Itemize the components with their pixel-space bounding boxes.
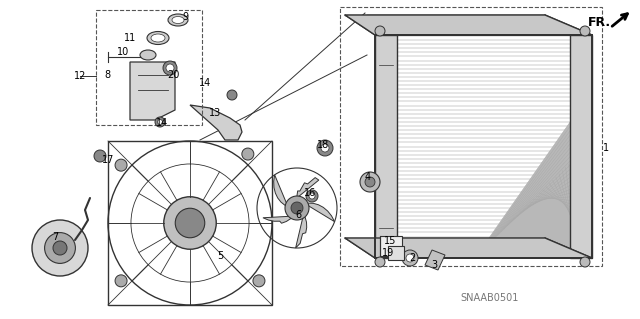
Polygon shape — [274, 175, 289, 210]
Text: 18: 18 — [317, 140, 329, 150]
Text: 8: 8 — [104, 70, 110, 80]
Polygon shape — [345, 15, 592, 35]
Text: 6: 6 — [295, 210, 301, 220]
Text: 14: 14 — [199, 78, 211, 88]
Ellipse shape — [172, 17, 184, 24]
Ellipse shape — [151, 34, 165, 42]
Circle shape — [309, 193, 315, 199]
FancyBboxPatch shape — [375, 35, 397, 258]
Circle shape — [365, 177, 375, 187]
Circle shape — [94, 150, 106, 162]
Circle shape — [375, 26, 385, 36]
Text: 13: 13 — [209, 108, 221, 118]
Text: 10: 10 — [117, 47, 129, 57]
Circle shape — [360, 172, 380, 192]
Polygon shape — [475, 115, 575, 258]
Text: 11: 11 — [124, 33, 136, 43]
Circle shape — [375, 257, 385, 267]
Text: 20: 20 — [167, 70, 179, 80]
Text: 7: 7 — [52, 232, 58, 242]
Circle shape — [32, 220, 88, 276]
Circle shape — [321, 144, 329, 152]
Polygon shape — [425, 250, 445, 270]
Circle shape — [402, 250, 418, 266]
Text: 14: 14 — [156, 118, 168, 128]
Polygon shape — [293, 178, 319, 201]
Text: 1: 1 — [603, 143, 609, 153]
Circle shape — [115, 159, 127, 171]
Polygon shape — [190, 105, 242, 140]
Circle shape — [285, 196, 309, 220]
Circle shape — [580, 26, 590, 36]
Circle shape — [317, 140, 333, 156]
Text: FR.: FR. — [588, 16, 611, 28]
Text: SNAAB0501: SNAAB0501 — [461, 293, 519, 303]
Circle shape — [291, 202, 303, 214]
Polygon shape — [263, 215, 296, 223]
Text: 16: 16 — [304, 188, 316, 198]
Circle shape — [155, 117, 165, 127]
Text: 15: 15 — [384, 236, 396, 246]
Polygon shape — [303, 202, 335, 222]
Circle shape — [580, 257, 590, 267]
Text: 9: 9 — [182, 12, 188, 22]
Circle shape — [164, 197, 216, 249]
Polygon shape — [296, 211, 307, 248]
Circle shape — [175, 208, 205, 238]
Circle shape — [227, 90, 237, 100]
Circle shape — [157, 120, 163, 124]
Polygon shape — [130, 62, 175, 120]
Text: 5: 5 — [217, 251, 223, 261]
Text: 19: 19 — [382, 248, 394, 258]
Text: 12: 12 — [74, 71, 86, 81]
FancyBboxPatch shape — [388, 246, 404, 260]
Text: 4: 4 — [365, 172, 371, 182]
Circle shape — [242, 148, 254, 160]
Circle shape — [53, 241, 67, 255]
Circle shape — [253, 275, 265, 287]
Circle shape — [306, 190, 318, 202]
Polygon shape — [367, 15, 575, 35]
Ellipse shape — [140, 50, 156, 60]
Text: 2: 2 — [409, 253, 415, 263]
Circle shape — [163, 61, 177, 75]
Circle shape — [45, 233, 76, 263]
Text: 3: 3 — [431, 260, 437, 270]
Text: 17: 17 — [102, 155, 114, 165]
FancyBboxPatch shape — [570, 35, 592, 258]
Circle shape — [166, 64, 174, 72]
Ellipse shape — [168, 14, 188, 26]
FancyBboxPatch shape — [380, 236, 402, 256]
Ellipse shape — [147, 32, 169, 44]
Circle shape — [406, 254, 414, 262]
Circle shape — [115, 275, 127, 287]
Polygon shape — [345, 238, 592, 258]
